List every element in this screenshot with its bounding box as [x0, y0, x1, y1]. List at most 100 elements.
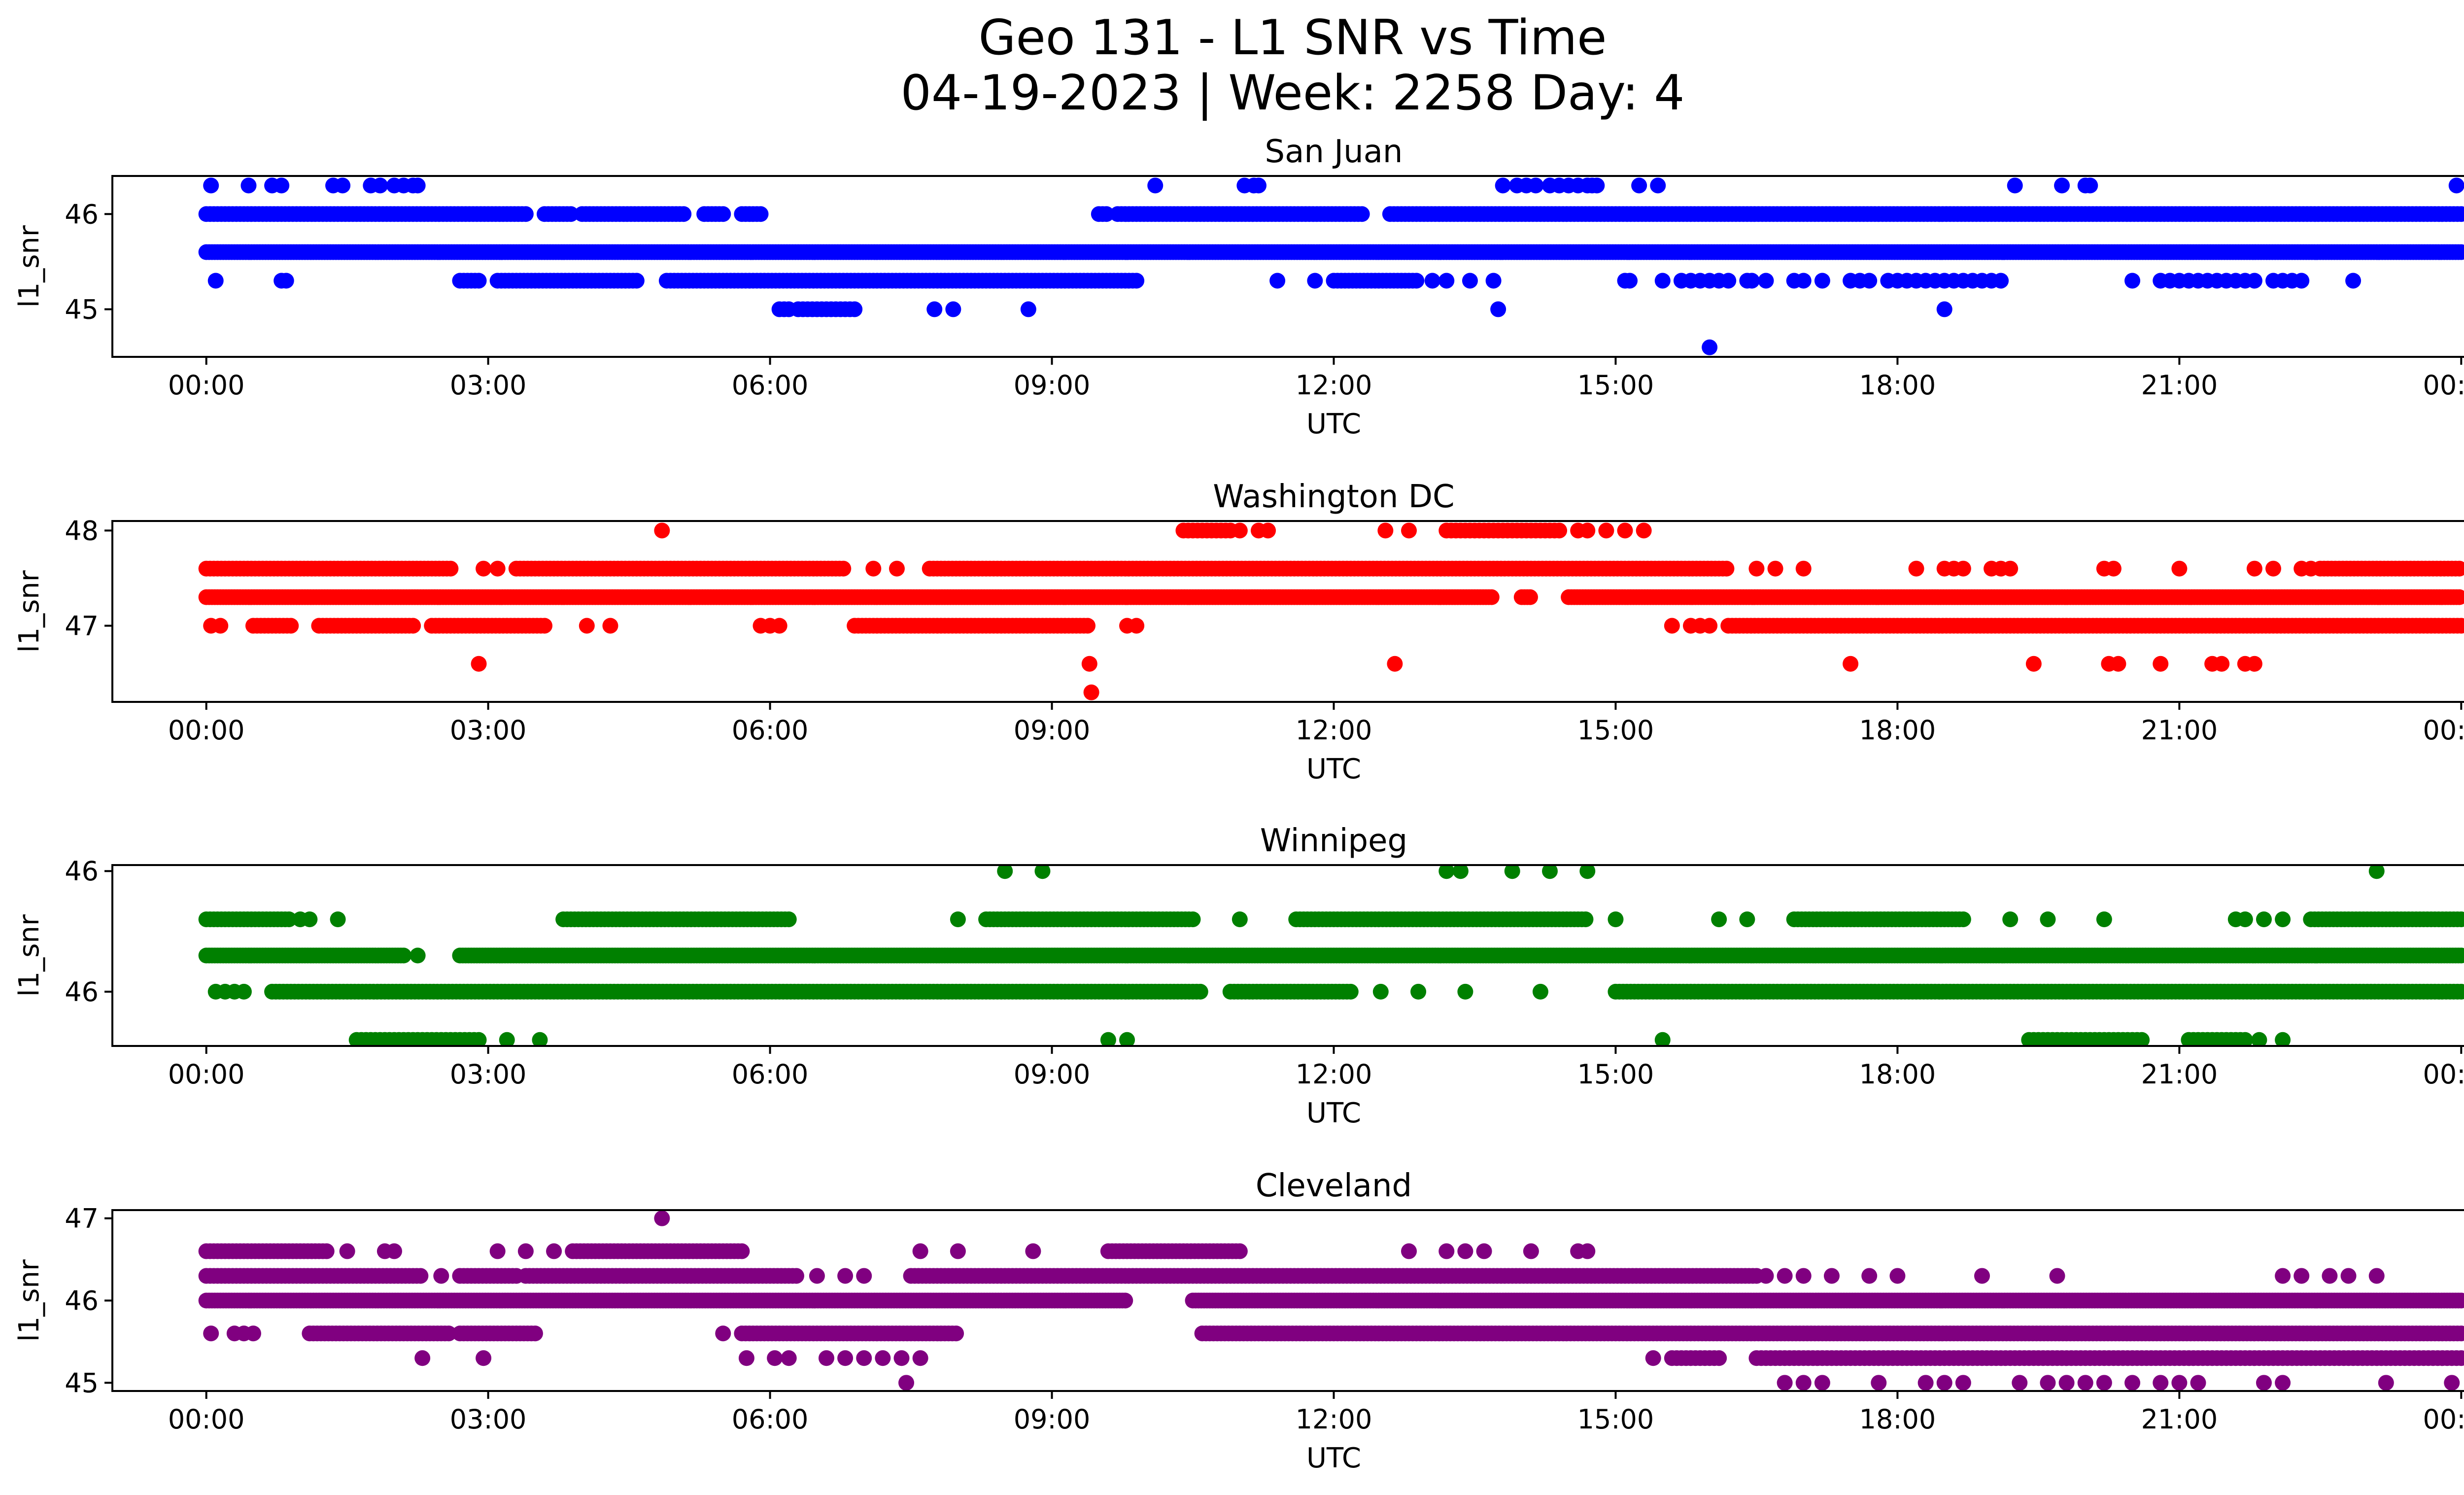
data-point — [1598, 522, 1614, 539]
x-tick-label: 03:00 — [450, 1059, 527, 1090]
data-point — [2134, 1032, 2150, 1046]
data-point — [203, 177, 219, 194]
data-point — [563, 206, 579, 222]
y-tick-label: 47 — [65, 610, 99, 641]
data-point — [1702, 618, 1718, 634]
scatter-points — [198, 865, 2464, 1046]
data-point — [1631, 177, 1647, 194]
y-tick-label: 45 — [65, 294, 99, 325]
x-tick-label: 09:00 — [1014, 715, 1091, 746]
data-point — [2256, 911, 2272, 928]
data-point — [2054, 177, 2070, 194]
data-point — [1758, 273, 1774, 289]
data-point — [1119, 1032, 1135, 1046]
data-point — [1232, 522, 1248, 539]
data-point — [1504, 865, 1520, 879]
data-point — [274, 177, 290, 194]
data-point — [2105, 560, 2122, 577]
data-point — [1377, 522, 1394, 539]
x-tick-label: 12:00 — [1296, 1059, 1372, 1090]
data-point — [2303, 560, 2319, 577]
data-point — [471, 656, 487, 672]
data-point — [1424, 273, 1440, 289]
x-tick-label: 00:00 — [168, 1059, 245, 1090]
data-point — [278, 273, 294, 289]
x-tick-label: 03:00 — [450, 715, 527, 746]
x-tick-label: 00:00 — [2423, 1059, 2464, 1090]
data-point — [1020, 301, 1036, 317]
x-tick-label: 00:00 — [168, 715, 245, 746]
data-point — [2040, 911, 2056, 928]
data-point — [654, 522, 670, 539]
data-point — [950, 911, 966, 928]
data-point — [405, 618, 421, 634]
data-point — [1438, 865, 1455, 879]
x-tick-label: 09:00 — [1014, 1059, 1091, 1090]
data-point — [489, 560, 506, 577]
data-point — [1720, 273, 1737, 289]
y-tick-label: 48 — [65, 515, 99, 546]
data-point — [2002, 911, 2019, 928]
data-point — [302, 911, 318, 928]
data-point — [602, 618, 618, 634]
data-point — [1955, 560, 1971, 577]
data-point — [1542, 865, 1558, 879]
data-point — [1098, 206, 1115, 222]
data-point — [207, 273, 224, 289]
data-point — [676, 206, 692, 222]
data-point — [2237, 911, 2253, 928]
data-point — [1452, 865, 1469, 879]
y-tick-label: 46 — [65, 856, 99, 887]
data-point — [2275, 1032, 2291, 1046]
data-point — [410, 177, 426, 194]
data-point — [1401, 522, 1417, 539]
data-point — [1372, 983, 1389, 1000]
data-point — [1483, 589, 1500, 605]
data-point — [889, 560, 905, 577]
data-point — [1532, 983, 1548, 1000]
data-point — [1843, 656, 1859, 672]
figure-title-line1: Geo 131 - L1 SNR vs Time — [979, 10, 1607, 66]
data-point — [1079, 618, 1095, 634]
panel-title: Washington DC — [1213, 479, 1454, 515]
data-point — [1408, 273, 1425, 289]
panel-title: San Juan — [1265, 134, 1403, 170]
data-point — [2453, 947, 2464, 964]
data-point — [1269, 273, 1286, 289]
data-point — [1650, 177, 1666, 194]
data-point — [212, 618, 229, 634]
x-axis-label: UTC — [1306, 753, 1361, 785]
data-point — [236, 983, 252, 1000]
data-point — [771, 618, 787, 634]
data-point — [443, 560, 459, 577]
data-point — [1551, 522, 1568, 539]
data-point — [1579, 865, 1596, 879]
data-point — [2096, 911, 2112, 928]
data-point — [372, 177, 388, 194]
data-point — [2453, 911, 2464, 928]
x-tick-label: 15:00 — [1577, 715, 1654, 746]
x-tick-label: 06:00 — [732, 715, 809, 746]
data-point — [1744, 273, 1760, 289]
data-point — [2275, 911, 2291, 928]
data-point — [1993, 273, 2009, 289]
x-axis-label: UTC — [1306, 1097, 1361, 1129]
data-point — [2237, 1032, 2253, 1046]
y-axis-label: l1_snr — [13, 570, 45, 653]
data-point — [1622, 273, 1638, 289]
scatter-points — [198, 522, 2464, 700]
data-point — [1528, 177, 1544, 194]
data-point — [835, 560, 852, 577]
data-point — [2265, 560, 2282, 577]
data-point — [2453, 244, 2464, 260]
data-point — [1490, 301, 1506, 317]
data-point — [2025, 656, 2042, 672]
data-point — [1083, 684, 1099, 700]
data-point — [628, 273, 645, 289]
data-point — [537, 618, 553, 634]
data-point — [2171, 560, 2188, 577]
data-point — [1354, 206, 1370, 222]
